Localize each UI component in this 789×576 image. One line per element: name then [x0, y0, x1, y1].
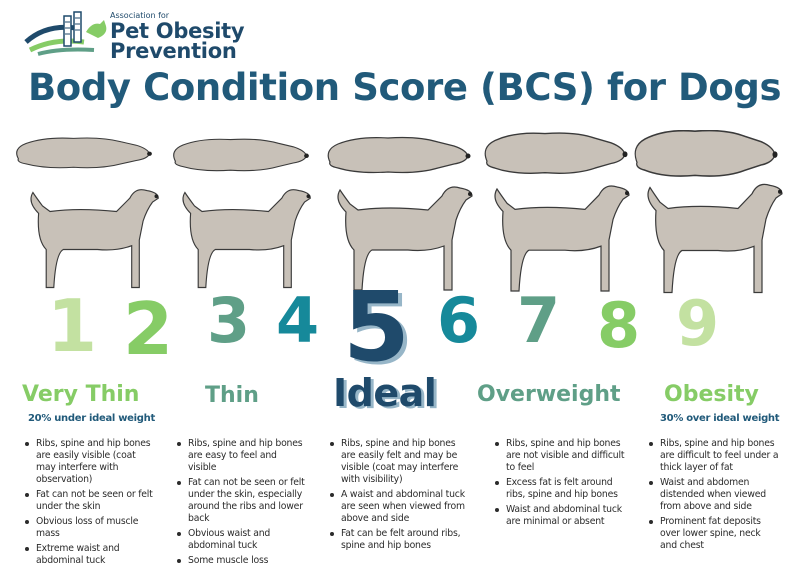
obesity-description-list: Ribs, spine and hip bones are difficult … — [647, 438, 779, 555]
apop-logo: Association for Pet Obesity Prevention — [24, 8, 254, 63]
category-very-thin: Very Thin — [22, 382, 140, 407]
ideal-description-list: Ribs, spine and hip bones are easily fel… — [328, 438, 466, 555]
score-9: 9 — [676, 287, 720, 360]
list-item: Ribs, spine and hip bones are difficult … — [647, 438, 779, 474]
list-item: Waist and abdominal tuck are minimal or … — [493, 504, 627, 528]
logo-name-line2: Prevention — [110, 39, 237, 63]
obesity-subtitle: 30% over ideal weight — [660, 413, 780, 424]
score-8: 8 — [597, 289, 641, 362]
score-7: 7 — [517, 284, 561, 357]
logo-org-text: Association for — [110, 11, 170, 20]
list-item: Fat can not be seen or felt under the sk… — [175, 477, 307, 525]
list-item: Obvious waist and abdominal tuck — [175, 528, 307, 552]
top-view-dog-2-icon — [173, 138, 310, 172]
score-3: 3 — [207, 284, 251, 357]
list-item: Ribs, spine and hip bones are easily fel… — [328, 438, 466, 486]
category-thin: Thin — [205, 383, 259, 408]
list-item: Obvious loss of muscle mass — [23, 516, 156, 540]
paw-scale-logo-icon — [24, 11, 107, 56]
side-view-dog-2-icon — [182, 189, 311, 289]
list-item: Fat can be felt around ribs, spine and h… — [328, 528, 466, 552]
top-view-dog-5-icon — [634, 130, 779, 177]
score-1: 1 — [47, 284, 98, 368]
category-obesity: Obesity — [664, 382, 759, 407]
page-title: Body Condition Score (BCS) for Dogs — [28, 66, 782, 109]
category-overweight: Overweight — [477, 382, 621, 407]
side-view-dog-5-icon — [647, 183, 783, 294]
list-item: Fat can not be seen or felt under the sk… — [23, 489, 156, 513]
score-5: 5 — [343, 271, 410, 383]
side-view-dog-1-icon — [30, 189, 159, 289]
very-thin-subtitle: 20% under ideal weight — [28, 413, 155, 424]
list-item: Prominent fat deposits over lower spine,… — [647, 516, 779, 552]
list-item: Ribs, spine and hip bones are easily vis… — [23, 438, 156, 486]
list-item: A waist and abdominal tuck are seen when… — [328, 489, 466, 525]
thin-description-list: Ribs, spine and hip bones are easy to fe… — [175, 438, 307, 570]
top-view-dog-3-icon — [327, 136, 472, 174]
logo-name-line1: Pet Obesity — [110, 19, 245, 43]
list-item: Ribs, spine and hip bones are not visibl… — [493, 438, 627, 474]
top-view-dog-4-icon — [484, 132, 629, 174]
category-ideal: Ideal — [333, 371, 437, 415]
side-view-dog-4-icon — [494, 185, 630, 292]
list-item: Ribs, spine and hip bones are easy to fe… — [175, 438, 307, 474]
overweight-description-list: Ribs, spine and hip bones are not visibl… — [493, 438, 627, 531]
list-item: Extreme waist and abdominal tuck — [23, 543, 156, 567]
score-6: 6 — [437, 284, 481, 357]
top-view-dog-1-icon — [16, 137, 153, 169]
score-2: 2 — [123, 287, 174, 371]
list-item: Some muscle loss — [175, 555, 307, 567]
very-thin-description-list: Ribs, spine and hip bones are easily vis… — [23, 438, 156, 570]
score-4: 4 — [276, 284, 320, 357]
list-item: Waist and abdomen distended when viewed … — [647, 477, 779, 513]
list-item: Excess fat is felt around ribs, spine an… — [493, 477, 627, 501]
